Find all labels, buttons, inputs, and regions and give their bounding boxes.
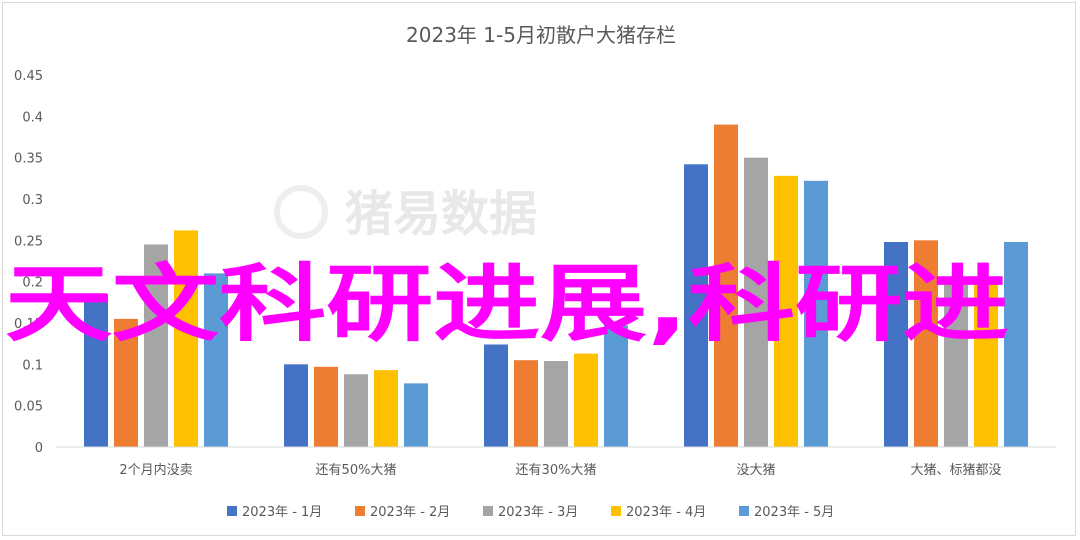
bar <box>204 273 228 447</box>
legend: 2023年 - 1月 2023年 - 2月 2023年 - 3月 2023年 - 4月… <box>227 505 834 520</box>
bar <box>804 180 828 447</box>
x-tick-label: 还有50%大猪 <box>316 463 397 478</box>
legend-swatch <box>611 506 621 516</box>
legend-label: 2023年 - 4月 <box>626 505 706 520</box>
y-tick-label: 0.3 <box>22 193 43 208</box>
y-tick-label: 0.4 <box>22 110 43 125</box>
y-axis: 0 0.05 0.1 0.15 0.2 0.25 0.3 0.35 0.4 0.45 <box>14 69 43 456</box>
x-tick-label: 大猪、标猪都没 <box>910 463 1001 478</box>
legend-swatch <box>483 506 493 516</box>
bar-chart: 2023年 1-5月初散户大猪存栏 猪易数据 0 0.05 0.1 0.15 0.2 0.… <box>5 23 1056 520</box>
y-tick-label: 0.2 <box>22 276 43 291</box>
bar <box>684 164 708 447</box>
y-tick-label: 0.15 <box>14 317 43 332</box>
bar <box>574 353 598 447</box>
y-tick-label: 0.05 <box>14 400 43 415</box>
x-axis: 2个月内没卖 还有50%大猪 还有30%大猪 没大猪 大猪、标猪都没 <box>119 462 1001 478</box>
x-tick-label: 还有30%大猪 <box>516 463 597 478</box>
watermark: 猪易数据 <box>274 185 537 242</box>
legend-label: 2023年 - 2月 <box>370 505 450 520</box>
bar <box>544 361 568 447</box>
y-tick-label: 0.35 <box>14 152 43 167</box>
chart-title: 2023年 1-5月初散户大猪存栏 <box>406 23 676 47</box>
x-tick-label: 2个月内没卖 <box>119 462 192 478</box>
legend-swatch <box>227 506 237 516</box>
bar <box>114 318 138 447</box>
bar <box>1004 241 1028 447</box>
legend-swatch <box>739 506 749 516</box>
y-tick-label: 0.45 <box>14 69 43 84</box>
bar <box>144 244 168 447</box>
x-tick-label: 没大猪 <box>736 463 775 478</box>
bar <box>404 383 428 447</box>
y-tick-label: 0 <box>35 441 43 456</box>
bar <box>914 240 938 447</box>
y-tick-label: 0.1 <box>22 358 43 373</box>
bar <box>314 366 338 447</box>
bar <box>974 281 998 447</box>
bar <box>344 374 368 447</box>
bar <box>774 175 798 447</box>
watermark-logo <box>274 185 328 239</box>
overlay-text: 天文科研进展,科研进 <box>5 255 1009 353</box>
bar <box>174 230 198 447</box>
watermark-text: 猪易数据 <box>345 186 537 242</box>
bar <box>514 360 538 447</box>
bar <box>744 157 768 447</box>
legend-label: 2023年 - 3月 <box>498 505 578 520</box>
legend-swatch <box>355 506 365 516</box>
legend-label: 2023年 - 5月 <box>754 505 834 520</box>
legend-label: 2023年 - 1月 <box>242 505 322 520</box>
bar <box>884 241 908 447</box>
bar <box>944 281 968 447</box>
bar <box>84 294 108 447</box>
bar <box>604 325 628 447</box>
bar <box>484 344 508 447</box>
y-tick-label: 0.25 <box>14 234 43 249</box>
bar <box>374 370 398 447</box>
bar <box>284 364 308 447</box>
bar <box>714 124 738 447</box>
bars <box>84 124 1028 447</box>
